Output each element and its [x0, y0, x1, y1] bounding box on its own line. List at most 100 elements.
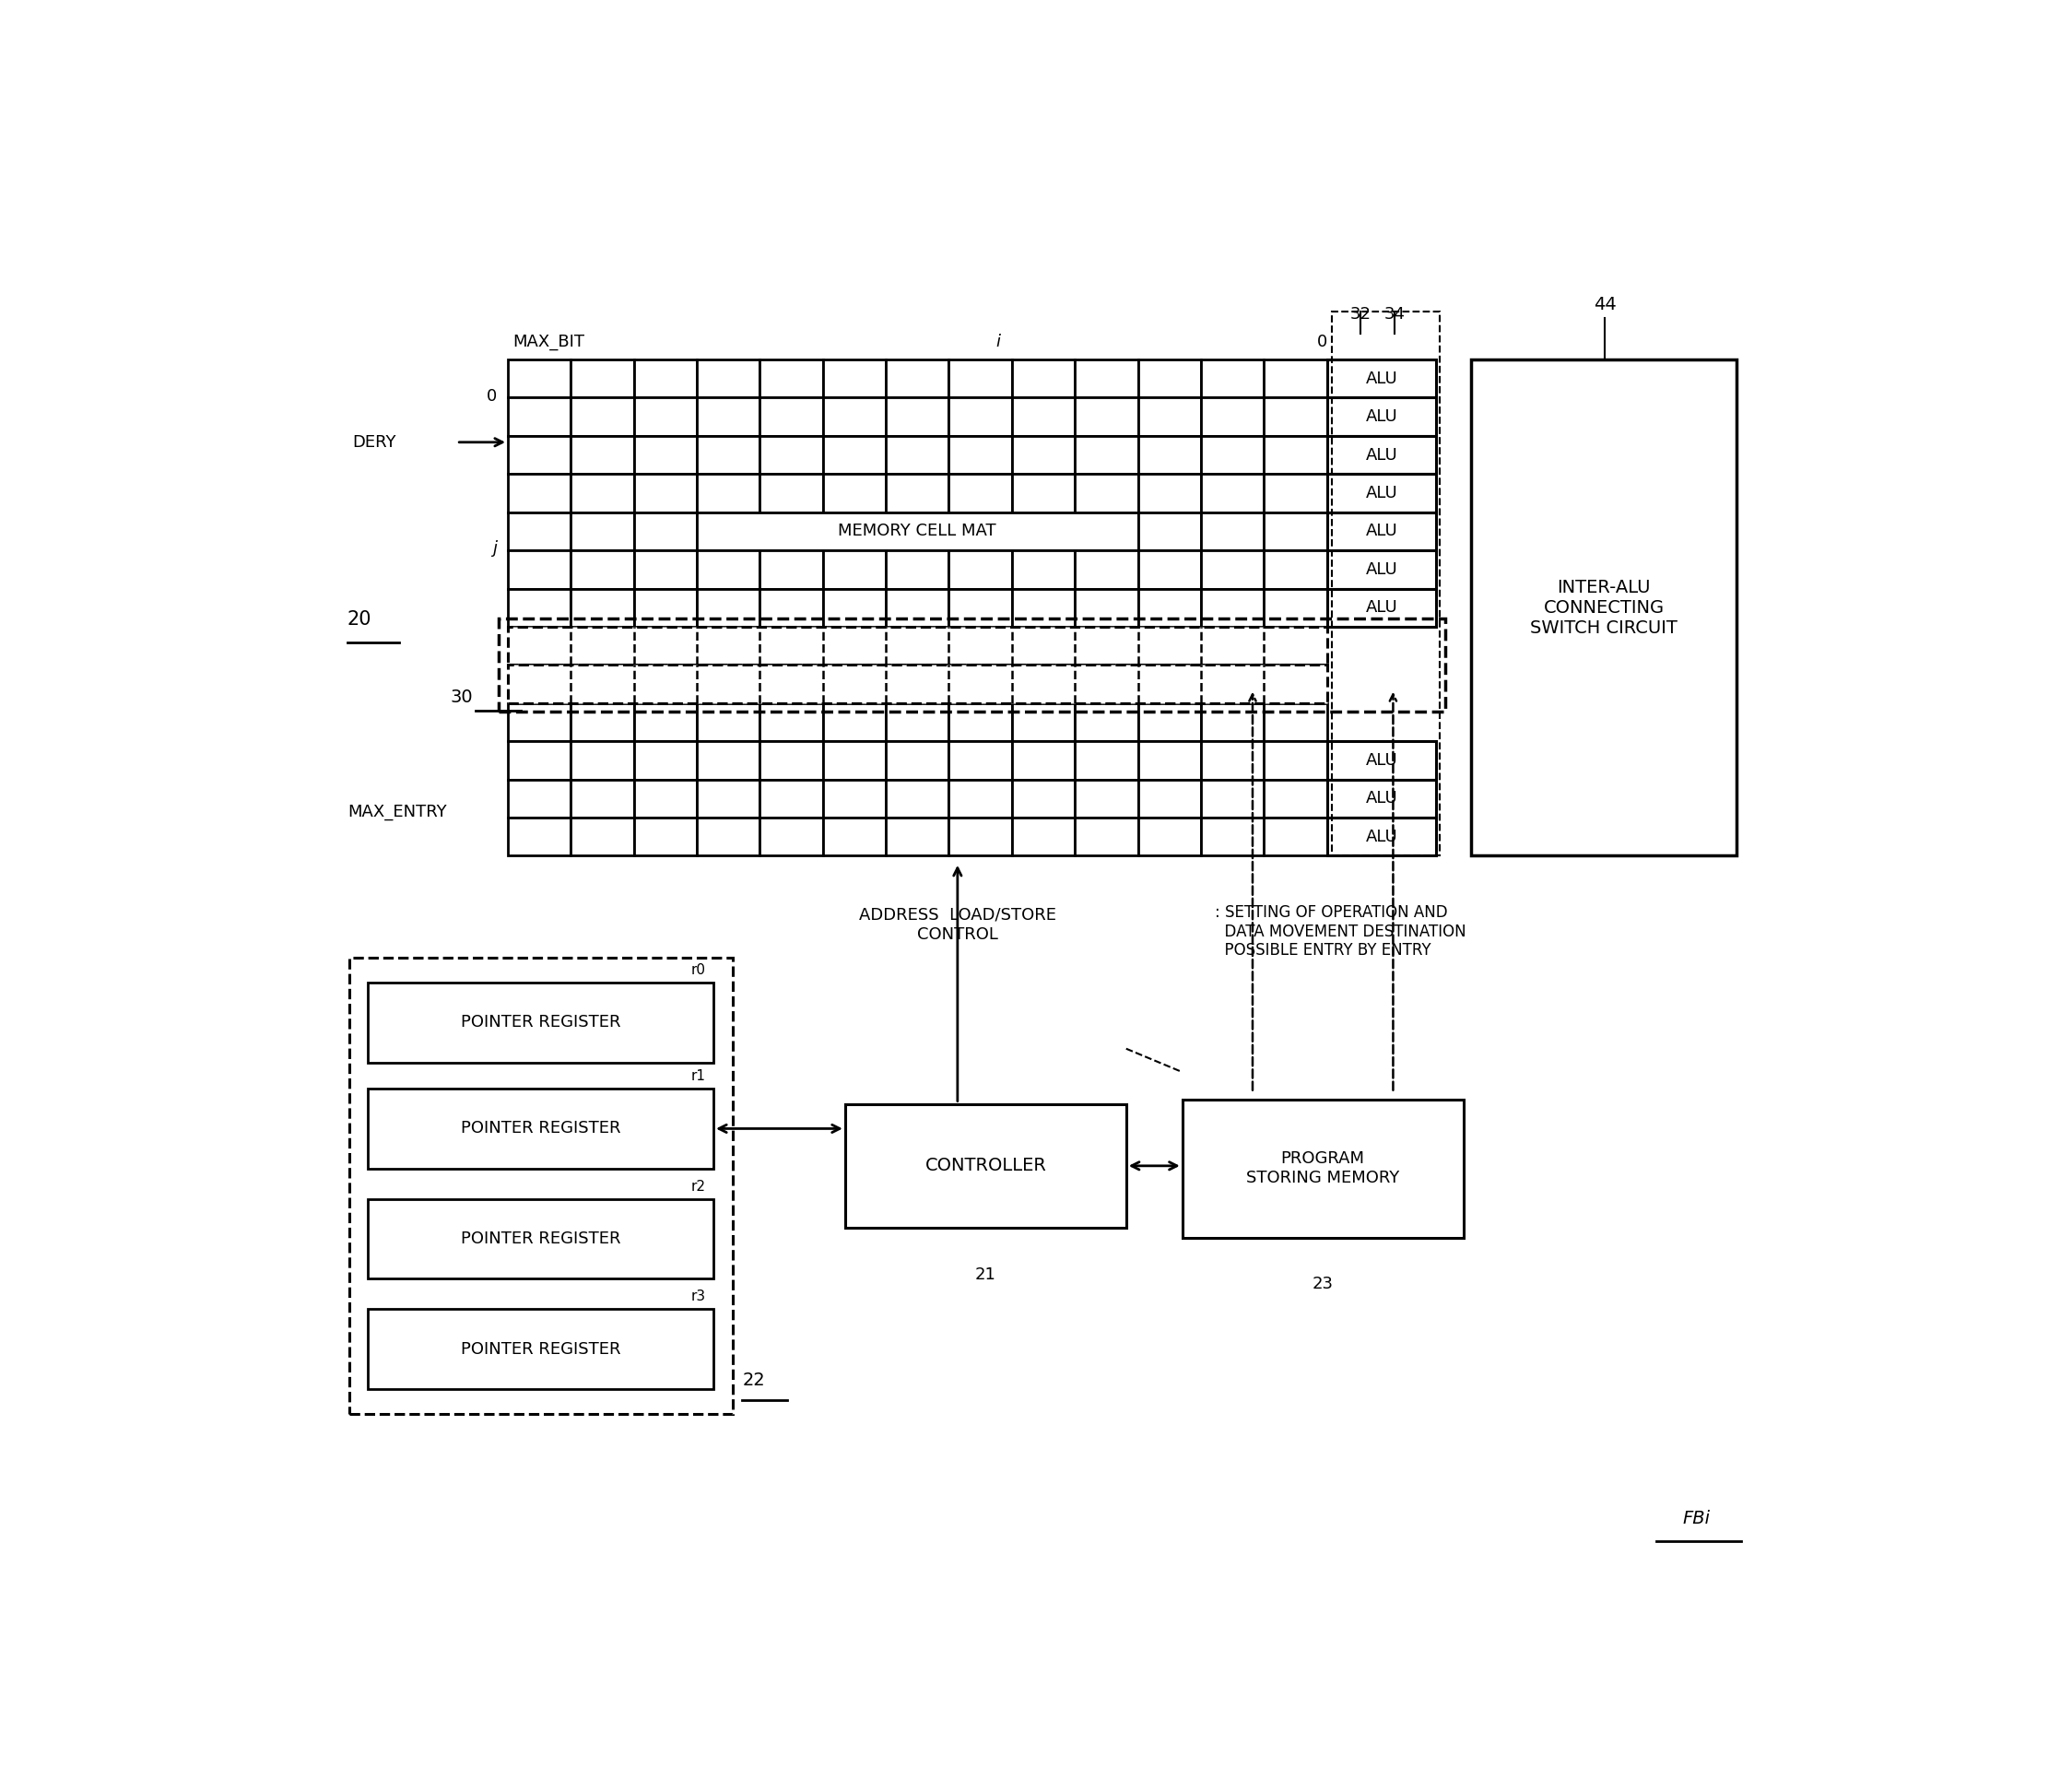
- Bar: [369, 983, 713, 1063]
- Bar: [887, 703, 949, 741]
- Bar: [949, 435, 1011, 474]
- Text: ALU: ALU: [1365, 371, 1397, 387]
- Bar: [1011, 550, 1075, 589]
- Text: INTER-ALU
CONNECTING
SWITCH CIRCUIT: INTER-ALU CONNECTING SWITCH CIRCUIT: [1531, 578, 1678, 637]
- Bar: [1326, 474, 1436, 512]
- Bar: [1138, 397, 1202, 435]
- Bar: [1183, 1099, 1463, 1237]
- Bar: [1202, 779, 1264, 818]
- Bar: [823, 550, 887, 589]
- Bar: [760, 550, 823, 589]
- Text: 20: 20: [348, 610, 371, 628]
- Bar: [1011, 779, 1075, 818]
- Bar: [572, 360, 634, 397]
- Text: ALU: ALU: [1365, 560, 1397, 578]
- Text: i: i: [995, 333, 1001, 349]
- Bar: [760, 474, 823, 512]
- Bar: [1264, 589, 1326, 626]
- Bar: [634, 397, 696, 435]
- Bar: [1011, 818, 1075, 856]
- Bar: [1264, 818, 1326, 856]
- Bar: [572, 741, 634, 779]
- Text: POINTER REGISTER: POINTER REGISTER: [460, 1015, 622, 1031]
- Bar: [508, 664, 1326, 703]
- Bar: [1011, 474, 1075, 512]
- Bar: [1138, 435, 1202, 474]
- Bar: [1011, 360, 1075, 397]
- Bar: [823, 818, 887, 856]
- Bar: [1138, 703, 1202, 741]
- Bar: [1264, 550, 1326, 589]
- Bar: [696, 474, 760, 512]
- Bar: [1264, 474, 1326, 512]
- Text: 32: 32: [1351, 306, 1372, 322]
- Bar: [1264, 779, 1326, 818]
- Bar: [572, 550, 634, 589]
- Bar: [949, 589, 1011, 626]
- Bar: [1202, 397, 1264, 435]
- Bar: [634, 474, 696, 512]
- Bar: [369, 1199, 713, 1278]
- Text: ALU: ALU: [1365, 752, 1397, 768]
- Bar: [1264, 397, 1326, 435]
- Text: PROGRAM
STORING MEMORY: PROGRAM STORING MEMORY: [1245, 1151, 1399, 1187]
- Bar: [508, 741, 572, 779]
- Text: ALU: ALU: [1365, 523, 1397, 539]
- Bar: [1264, 741, 1326, 779]
- Text: POINTER REGISTER: POINTER REGISTER: [460, 1341, 622, 1357]
- Bar: [1326, 512, 1436, 550]
- Bar: [634, 589, 696, 626]
- Bar: [572, 818, 634, 856]
- Bar: [1202, 512, 1264, 550]
- Text: 44: 44: [1593, 295, 1616, 313]
- Bar: [508, 512, 572, 550]
- Bar: [887, 435, 949, 474]
- Bar: [1326, 741, 1436, 779]
- Bar: [887, 550, 949, 589]
- Bar: [696, 818, 760, 856]
- Text: 21: 21: [976, 1267, 997, 1283]
- Bar: [823, 741, 887, 779]
- Text: ALU: ALU: [1365, 789, 1397, 807]
- Bar: [1326, 360, 1436, 397]
- Text: 0: 0: [1318, 333, 1328, 349]
- Text: 30: 30: [450, 689, 472, 705]
- Bar: [1138, 818, 1202, 856]
- Bar: [1326, 550, 1436, 589]
- Bar: [1011, 741, 1075, 779]
- Bar: [634, 741, 696, 779]
- Bar: [760, 435, 823, 474]
- Bar: [696, 360, 760, 397]
- Bar: [696, 435, 760, 474]
- Bar: [634, 703, 696, 741]
- Bar: [887, 818, 949, 856]
- Bar: [949, 360, 1011, 397]
- Bar: [696, 703, 760, 741]
- Text: r0: r0: [690, 963, 704, 977]
- Text: POINTER REGISTER: POINTER REGISTER: [460, 1230, 622, 1248]
- Bar: [634, 550, 696, 589]
- Bar: [887, 360, 949, 397]
- Bar: [1075, 397, 1138, 435]
- Bar: [634, 435, 696, 474]
- Bar: [823, 474, 887, 512]
- Bar: [1011, 397, 1075, 435]
- Text: r1: r1: [690, 1069, 704, 1083]
- Bar: [508, 818, 572, 856]
- Bar: [1138, 550, 1202, 589]
- Text: ALU: ALU: [1365, 485, 1397, 501]
- Text: ALU: ALU: [1365, 829, 1397, 845]
- Bar: [1326, 818, 1436, 856]
- Bar: [1202, 435, 1264, 474]
- Bar: [1202, 360, 1264, 397]
- Bar: [508, 360, 572, 397]
- Bar: [1075, 474, 1138, 512]
- Bar: [887, 741, 949, 779]
- Bar: [760, 703, 823, 741]
- Bar: [760, 397, 823, 435]
- Bar: [1202, 818, 1264, 856]
- Bar: [696, 550, 760, 589]
- Text: 22: 22: [742, 1371, 765, 1389]
- Bar: [1075, 550, 1138, 589]
- Bar: [1075, 741, 1138, 779]
